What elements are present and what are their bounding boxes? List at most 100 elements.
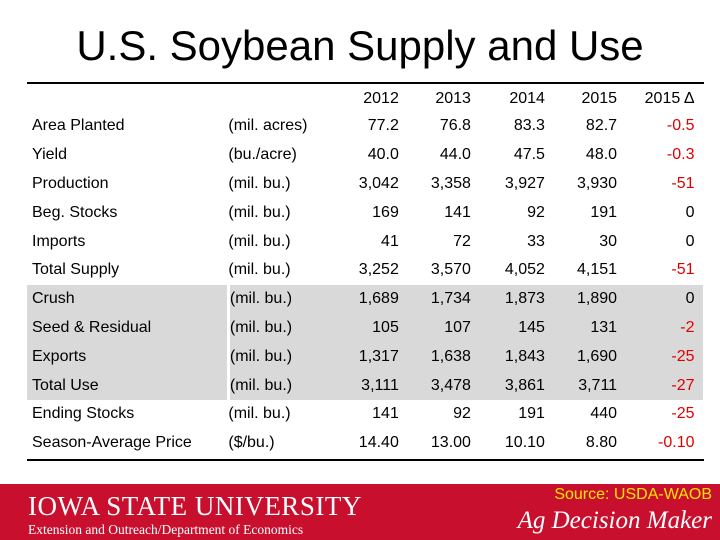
table-row: Total Supply (mil. bu.) 3,252 3,570 4,052 4,1…	[27, 256, 703, 285]
value-2014: 145	[470, 313, 545, 343]
value-2015: 131	[544, 313, 618, 343]
value-2014: 191	[518, 405, 545, 423]
table-row: Ending Stocks (mil. bu.) 141 92 191 440 -25	[27, 400, 703, 429]
value-2015: 82.7	[585, 117, 618, 135]
table-row: Exports (mil. bu.) 1,317 1,638 1,843 1,690 -25	[27, 342, 703, 372]
value-2015: 30	[599, 232, 618, 250]
iowa-state-university-logo: IOWA STATE UNIVERSITY	[28, 491, 362, 521]
value-2012: 41	[381, 232, 399, 250]
value-change: -51	[671, 174, 695, 192]
table-row: Yield (bu./acre) 40.0 44.0 47.5 48.0 -0.3	[27, 141, 703, 170]
row-label: Exports	[27, 342, 229, 372]
row-unit: (mil. bu.)	[226, 371, 339, 400]
value-change: -0.3	[666, 146, 695, 164]
row-label: Imports	[32, 232, 86, 250]
value-2012: 3,252	[358, 261, 399, 279]
row-label: Crush	[27, 284, 229, 314]
row-label: Ending Stocks	[32, 405, 135, 423]
value-2013: 72	[453, 232, 471, 250]
row-label: Beg. Stocks	[32, 203, 118, 221]
value-change: -51	[671, 261, 695, 279]
value-2015: 8.80	[585, 434, 618, 452]
value-2015: 4,151	[577, 261, 618, 279]
value-2014: 1,843	[470, 342, 545, 372]
table-top-rule	[27, 82, 704, 84]
table-row: Production (mil. bu.) 3,042 3,358 3,927 3,930…	[27, 170, 703, 199]
value-2015: 1,890	[544, 284, 618, 314]
table-row: Crush (mil. bu.) 1,689 1,734 1,873 1,890 0	[27, 284, 703, 314]
row-label: Season-Average Price	[32, 434, 192, 452]
row-unit: (mil. bu.)	[226, 313, 339, 343]
ag-decision-maker-logo: Ag Decision Maker	[517, 507, 712, 534]
value-2014: 47.5	[513, 146, 545, 164]
value-2015: 3,711	[544, 371, 618, 400]
department-name: Extension and Outreach/Department of Eco…	[28, 522, 304, 537]
table-row: Beg. Stocks (mil. bu.) 169 141 92 191 0	[27, 198, 703, 227]
value-2013: 3,358	[430, 174, 471, 192]
header-change-2015: 2015 Δ	[644, 89, 695, 107]
value-2012: 169	[372, 203, 399, 221]
value-2014: 92	[527, 203, 545, 221]
header-unit-cell	[228, 85, 338, 112]
value-2015: 191	[590, 203, 618, 221]
value-2012: 3,111	[338, 371, 399, 400]
row-unit: (mil. bu.)	[228, 174, 291, 192]
value-2012: 105	[338, 313, 399, 343]
value-2015: 48.0	[585, 146, 618, 164]
value-2012: 1,317	[338, 342, 399, 372]
value-2014: 3,927	[504, 174, 545, 192]
row-label: Total Supply	[32, 261, 120, 279]
row-label: Seed & Residual	[27, 313, 229, 343]
value-2015: 3,930	[577, 174, 618, 192]
row-label: Area Planted	[32, 117, 125, 135]
value-change: -25	[671, 405, 695, 423]
table-row: Imports (mil. bu.) 41 72 33 30 0	[27, 227, 703, 256]
value-change: -2	[617, 313, 703, 343]
row-label: Yield	[32, 146, 67, 164]
row-unit: (mil. bu.)	[228, 261, 291, 279]
header-year-2014: 2014	[509, 89, 545, 107]
value-change: 0	[617, 284, 703, 314]
row-label: Total Use	[27, 371, 229, 400]
table-bottom-rule	[27, 459, 704, 461]
header-year-2012: 2012	[363, 89, 399, 107]
header-label-cell	[27, 85, 228, 112]
table-body: Area Planted (mil. acres) 77.2 76.8 83.3 82.7…	[27, 112, 703, 458]
table-row: Total Use (mil. bu.) 3,111 3,478 3,861 3,711-…	[27, 371, 703, 400]
row-label: Production	[32, 174, 109, 192]
value-2014: 83.3	[513, 117, 545, 135]
value-2013: 44.0	[439, 146, 471, 164]
value-2012: 3,042	[358, 174, 399, 192]
value-2015: 440	[590, 405, 618, 423]
value-2013: 13.00	[430, 434, 471, 452]
row-unit: (bu./acre)	[228, 146, 297, 164]
value-2014: 4,052	[504, 261, 545, 279]
value-change: -27	[617, 371, 703, 400]
supply-use-table: 2012 2013 2014 2015 2015 Δ Area Planted (…	[27, 85, 704, 458]
row-unit: (mil. bu.)	[228, 405, 291, 423]
table-header-row: 2012 2013 2014 2015 2015 Δ	[27, 85, 703, 112]
value-2013: 76.8	[439, 117, 471, 135]
value-2013: 3,570	[430, 261, 471, 279]
value-2014: 10.10	[504, 434, 545, 452]
value-2014: 1,873	[470, 284, 545, 314]
table-row: Seed & Residual (mil. bu.) 105 107 145 131 -2	[27, 313, 703, 343]
value-2012: 1,689	[338, 284, 399, 314]
value-change: 0	[685, 203, 695, 221]
value-2012: 141	[372, 405, 399, 423]
row-unit: (mil. bu.)	[228, 232, 291, 250]
row-unit: (mil. bu.)	[226, 284, 339, 314]
row-unit: ($/bu.)	[228, 434, 275, 452]
value-2015: 1,690	[544, 342, 618, 372]
value-change: 0	[685, 232, 695, 250]
table-row: Area Planted (mil. acres) 77.2 76.8 83.3 82.7…	[27, 112, 703, 141]
value-2014: 33	[527, 232, 545, 250]
value-2012: 14.40	[358, 434, 399, 452]
row-unit: (mil. bu.)	[228, 203, 291, 221]
header-year-2015: 2015	[581, 89, 618, 107]
value-2012: 40.0	[367, 146, 399, 164]
value-change: -0.10	[658, 434, 695, 452]
row-unit: (mil. acres)	[228, 117, 308, 135]
value-2013: 141	[444, 203, 471, 221]
value-2013: 92	[453, 405, 471, 423]
